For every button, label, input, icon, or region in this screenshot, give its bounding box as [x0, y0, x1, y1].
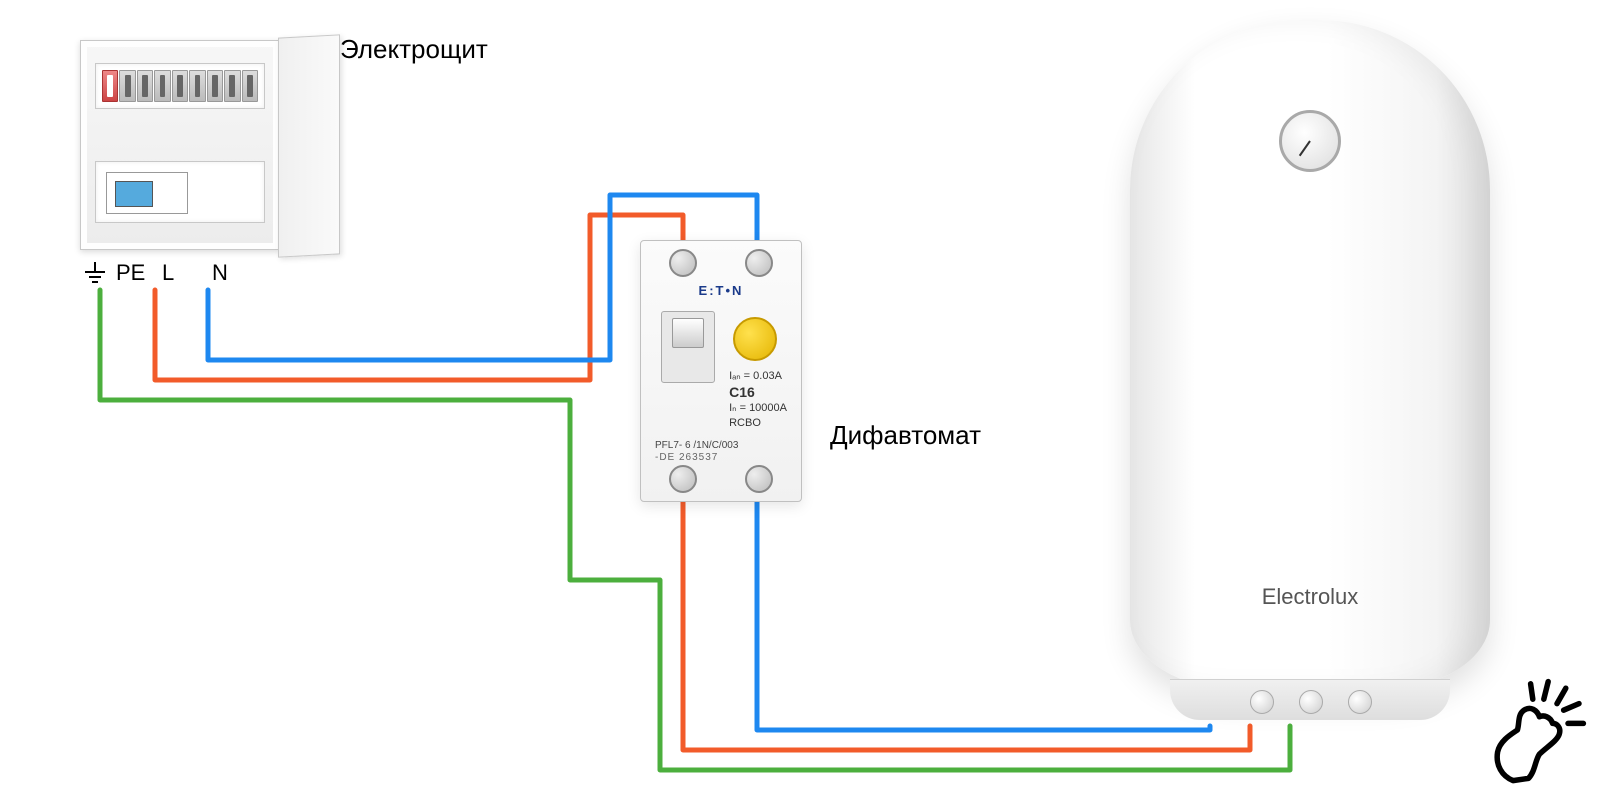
energy-meter: [106, 172, 188, 214]
panel-meter-row: [95, 161, 265, 223]
rcbo-rating-2: C16: [729, 383, 787, 401]
circuit-breaker[interactable]: [154, 70, 170, 102]
pe-label: PE: [116, 260, 145, 286]
heater-knob-2[interactable]: [1299, 690, 1323, 714]
rcbo-terminal-top-left: [669, 249, 697, 277]
panel-label: Электрощит: [340, 34, 488, 65]
water-heater: Electrolux: [1130, 20, 1490, 720]
rcbo-test-button[interactable]: [733, 317, 777, 361]
rcbo-label: Дифавтомат: [830, 420, 981, 451]
heater-knob-1[interactable]: [1250, 690, 1274, 714]
rcbo-terminal-bot-left: [669, 465, 697, 493]
rcbo-model: PFL7- 6 /1N/C/003: [655, 440, 738, 451]
temperature-gauge-icon: [1279, 110, 1341, 172]
circuit-breaker[interactable]: [242, 70, 258, 102]
heater-control-base: [1170, 679, 1450, 720]
rcbo-rating-3: Iₙ = 10000A: [729, 401, 787, 415]
panel-door: [278, 34, 340, 257]
panel-enclosure: [80, 40, 280, 250]
rcbo-rating-block: Iₐₙ = 0.03A C16 Iₙ = 10000A RCBO: [729, 369, 787, 430]
rcbo-toggle-switch[interactable]: [661, 311, 715, 383]
circuit-breaker[interactable]: [224, 70, 240, 102]
circuit-breaker[interactable]: [189, 70, 205, 102]
circuit-breaker[interactable]: [172, 70, 188, 102]
heater-brand: Electrolux: [1130, 584, 1490, 610]
circuit-breaker[interactable]: [102, 70, 118, 102]
rcbo-terminal-top-right: [745, 249, 773, 277]
rcbo-brand: E:T•N: [641, 283, 801, 298]
rcbo-rating-1: Iₐₙ = 0.03A: [729, 369, 787, 383]
circuit-breaker[interactable]: [207, 70, 223, 102]
rcbo-rating-4: RCBO: [729, 416, 787, 430]
snap-logo-icon: [1480, 675, 1590, 785]
heater-knob-3[interactable]: [1348, 690, 1372, 714]
ground-symbol-icon: [85, 262, 105, 282]
electrical-panel: [80, 40, 330, 260]
l-label: L: [162, 260, 174, 286]
circuit-breaker[interactable]: [137, 70, 153, 102]
panel-breaker-row: [95, 63, 265, 109]
breaker-strip: [102, 70, 258, 102]
n-label: N: [212, 260, 228, 286]
meter-display: [115, 181, 153, 207]
rcbo-terminal-bot-right: [745, 465, 773, 493]
heater-tank: Electrolux: [1130, 20, 1490, 690]
circuit-breaker[interactable]: [119, 70, 135, 102]
rcbo-device: E:T•N Iₐₙ = 0.03A C16 Iₙ = 10000A RCBO P…: [640, 240, 802, 502]
rcbo-serial: -DE 263537: [655, 452, 718, 463]
